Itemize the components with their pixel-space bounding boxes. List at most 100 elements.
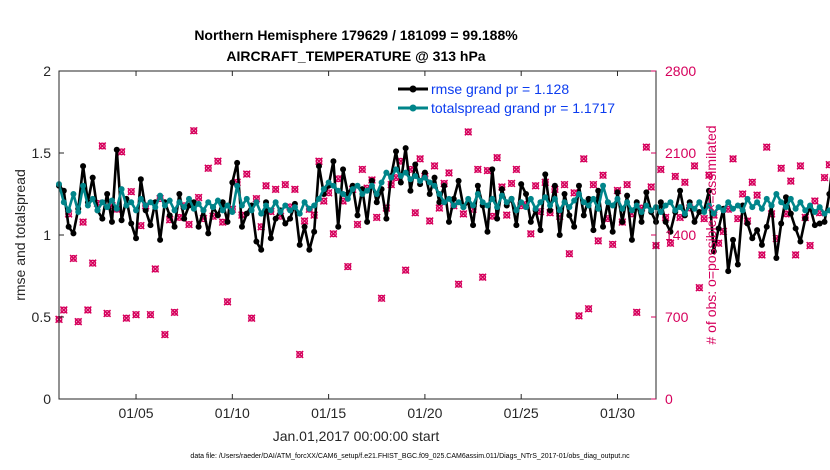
obs-assimilated-point xyxy=(295,350,304,359)
rmse-point xyxy=(89,174,96,181)
rmse-point xyxy=(229,179,236,186)
obs-possible-point xyxy=(565,250,573,258)
obs-possible-point xyxy=(796,162,804,170)
totalspread-point xyxy=(566,204,573,211)
rmse-point xyxy=(224,218,231,225)
y-right-tick-label: 2800 xyxy=(665,63,696,79)
totalspread-point xyxy=(778,199,785,206)
rmse-point xyxy=(566,212,573,219)
rmse-point xyxy=(128,220,135,227)
obs-assimilated-point xyxy=(329,229,338,238)
obs-possible-point xyxy=(561,181,569,189)
obs-assimilated-point xyxy=(656,165,665,174)
totalspread-point xyxy=(296,210,303,217)
obs-possible-point xyxy=(580,155,588,163)
rmse-point xyxy=(542,171,549,178)
obs-possible-point xyxy=(763,143,771,151)
rmse-point xyxy=(609,228,616,235)
rmse-point xyxy=(657,199,664,206)
y-left-tick-label: 0 xyxy=(43,391,51,407)
rmse-point xyxy=(792,225,799,232)
totalspread-point xyxy=(364,187,371,194)
obs-possible-point xyxy=(195,194,203,202)
obs-assimilated-point xyxy=(786,177,795,186)
obs-assimilated-point xyxy=(729,154,737,163)
obs-assimilated-point xyxy=(204,164,213,173)
totalspread-point xyxy=(65,207,72,214)
obs-possible-point xyxy=(281,181,289,189)
obs-assimilated-point xyxy=(271,185,280,194)
axis-ticks: 01/05 01/10 01/15 01/20 01/25 01/30 0 0.5 1 1.5 2 0… xyxy=(32,63,697,421)
totalspread-point xyxy=(792,205,799,212)
rmse-point xyxy=(108,218,115,225)
totalspread-point xyxy=(325,179,332,186)
totalspread-point xyxy=(648,207,655,214)
obs-assimilated-point xyxy=(435,204,444,212)
rmse-point xyxy=(118,217,125,224)
obs-assimilated-point xyxy=(136,221,145,230)
obs-assimilated-point xyxy=(733,214,742,223)
data-file-footnote: data file: /Users/raeder/DAI/ATM_forcXX/… xyxy=(190,453,630,460)
obs-assimilated-point xyxy=(753,191,762,200)
rmse-point xyxy=(523,191,530,197)
chart-title-line1: Northern Hemisphere 179629 / 181099 = 99… xyxy=(194,27,518,43)
totalspread-point xyxy=(513,207,520,214)
rmse-point xyxy=(749,235,756,242)
totalspread-point xyxy=(730,205,737,212)
obs-assimilated-point xyxy=(575,311,583,320)
obs-possible-point xyxy=(89,259,97,267)
rmse-point xyxy=(397,179,404,186)
rmse-point xyxy=(725,268,732,275)
totalspread-point xyxy=(229,209,236,216)
totalspread-point xyxy=(595,205,602,212)
obs-possible-point xyxy=(811,197,819,205)
totalspread-point xyxy=(94,207,101,214)
obs-assimilated-point xyxy=(185,220,193,229)
obs-assimilated-point xyxy=(820,173,829,182)
rmse-point xyxy=(176,191,183,197)
totalspread-point xyxy=(575,191,582,197)
totalspread-point xyxy=(672,207,679,214)
obs-assimilated-point xyxy=(425,217,434,225)
rmse-point xyxy=(662,218,669,225)
totalspread-point xyxy=(681,210,688,217)
totalspread-point xyxy=(532,205,539,212)
obs-assimilated-point xyxy=(146,310,155,319)
rmse-point xyxy=(619,218,626,225)
totalspread-point xyxy=(330,182,337,189)
obs-possible-point xyxy=(585,305,593,313)
legend-rmse-label: rmse grand pr = 1.128 xyxy=(431,81,569,97)
rmse-point xyxy=(782,194,789,201)
obs-assimilated-point xyxy=(69,254,78,263)
obs-possible-point xyxy=(479,273,487,281)
obs-possible-point xyxy=(681,178,689,186)
x-tick-label: 01/05 xyxy=(119,405,154,421)
totalspread-point xyxy=(441,199,448,206)
chart-title-line2: AIRCRAFT_TEMPERATURE @ 313 hPa xyxy=(226,48,485,64)
y-left-tick-label: 1.5 xyxy=(32,145,52,161)
totalspread-point xyxy=(503,199,510,206)
totalspread-point xyxy=(537,199,544,206)
rmse-point xyxy=(551,182,558,189)
rmse-point xyxy=(484,228,491,235)
obs-possible-point xyxy=(243,170,251,178)
totalspread-point xyxy=(128,199,135,206)
obs-assimilated-point xyxy=(300,217,309,225)
obs-assimilated-point xyxy=(74,317,83,326)
obs-assimilated-point xyxy=(411,208,420,217)
rmse-point xyxy=(238,223,245,230)
rmse-point xyxy=(643,189,650,196)
legend-box xyxy=(394,79,650,121)
obs-possible-point xyxy=(825,161,830,169)
rmse-point xyxy=(470,222,477,229)
obs-possible-point xyxy=(455,280,463,288)
totalspread-point xyxy=(311,202,318,209)
totalspread-point xyxy=(787,195,794,202)
obs-assimilated-point xyxy=(584,304,593,313)
obs-assimilated-point xyxy=(151,265,160,273)
totalspread-point xyxy=(113,205,120,212)
x-tick-label: 01/30 xyxy=(600,405,635,421)
obs-assimilated-point xyxy=(738,190,747,198)
totalspread-point xyxy=(614,195,621,202)
rmse-point xyxy=(258,246,265,253)
